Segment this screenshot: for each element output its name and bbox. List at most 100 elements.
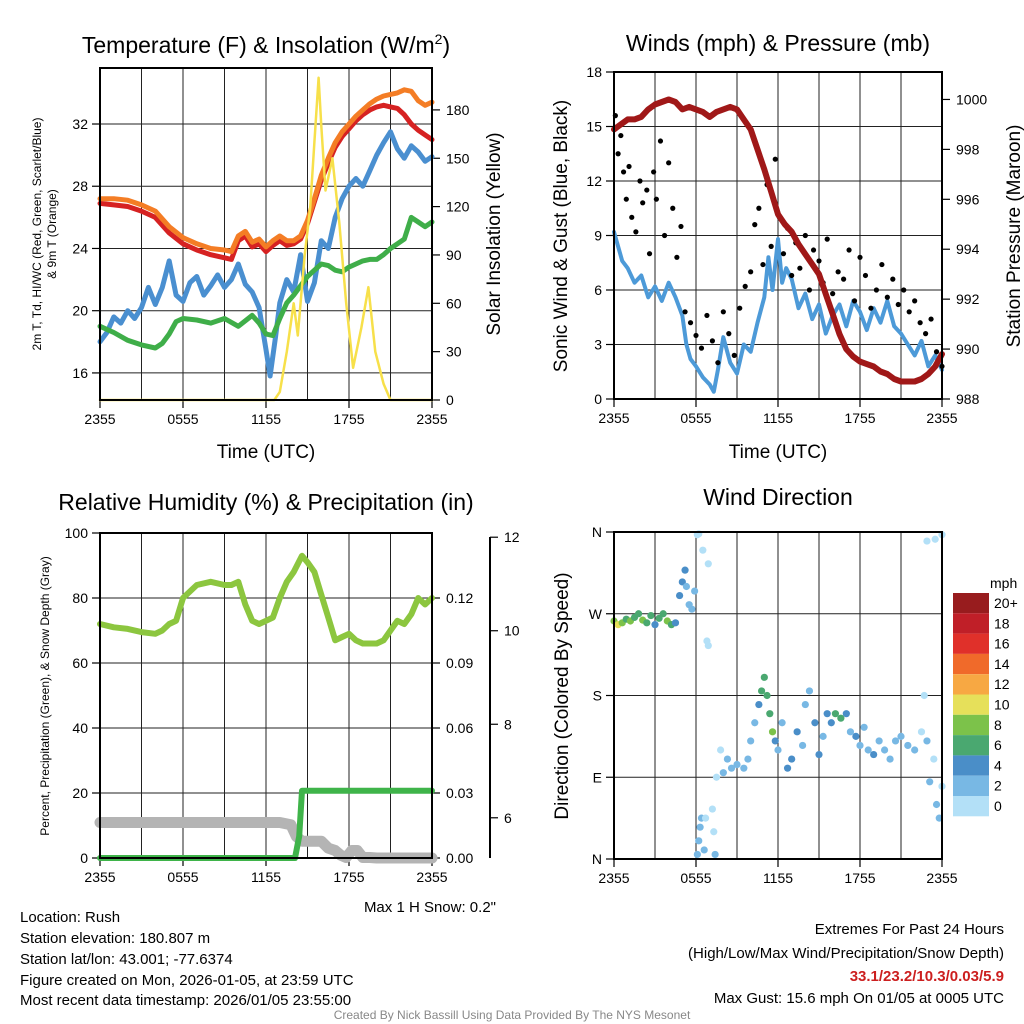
gust-point <box>768 243 774 249</box>
direction-point <box>688 605 696 613</box>
direction-point <box>704 560 712 568</box>
right-y-tick-label: 990 <box>956 341 980 357</box>
wind-ylabel: Sonic Wind & Gust (Blue, Black) <box>551 100 572 372</box>
wind-xlabel: Time (UTC) <box>729 442 828 463</box>
gust-point <box>906 309 912 315</box>
right-y-tick-label: 0.06 <box>446 720 473 736</box>
y-tick-label: 16 <box>72 365 88 381</box>
x-tick-label: 1755 <box>844 410 875 426</box>
right-y-tick-label: 996 <box>956 191 980 207</box>
gust-point <box>670 205 676 211</box>
extremes-values: 33.1/23.2/10.3/0.03/5.9 <box>850 968 1004 985</box>
gust-point <box>618 132 624 139</box>
gust-point <box>720 309 726 315</box>
y-tick-label: S <box>593 688 602 704</box>
temp-ylabel-1: 2m T, Td, HI/WC (Red, Green, Scarlet/Blu… <box>30 118 44 351</box>
direction-point <box>699 546 707 554</box>
colorbar-label: 18 <box>994 615 1010 631</box>
y-tick-label: 3 <box>594 337 602 353</box>
direction-point <box>799 741 807 750</box>
direction-point <box>811 719 819 727</box>
x-tick-label: 2355 <box>84 411 115 427</box>
chart-panel-0: 16 20 24 28 32 2355 0555 1155 1755 2355 0 30 60 90 120… <box>72 67 470 427</box>
direction-point <box>691 587 699 595</box>
gust-point <box>830 291 836 297</box>
direction-point <box>930 755 938 763</box>
colorbar-label: 10 <box>994 697 1010 713</box>
gust-point <box>629 214 635 220</box>
x-tick-label: 2355 <box>416 869 447 885</box>
temp-chart-title: Temperature (F) & Insolation (W/m2) <box>82 31 450 58</box>
direction-point <box>875 737 883 745</box>
x-tick-label: 2355 <box>598 870 629 886</box>
colorbar-label: 16 <box>994 636 1010 652</box>
colorbar-label: 2 <box>994 778 1002 794</box>
gust-point <box>615 151 621 157</box>
colorbar-swatch <box>953 714 989 736</box>
direction-ylabel: Direction (Colored By Speed) <box>552 572 573 819</box>
recent-data-text: Most recent data timestamp: 2026/01/05 2… <box>20 992 351 1009</box>
wind-ylabel-right: Station Pressure (Maroon) <box>1004 125 1024 348</box>
y-tick-label: 20 <box>72 785 88 801</box>
gust-point <box>737 305 743 311</box>
y-tick-label: N <box>592 851 602 867</box>
gust-point <box>760 261 766 268</box>
direction-point <box>682 582 691 591</box>
right-y-tick-label: 998 <box>956 141 980 157</box>
direction-point <box>911 746 919 754</box>
series-line-pressure <box>611 96 945 385</box>
series-line-9m-t <box>97 87 435 255</box>
humidity-chart-title: Relative Humidity (%) & Precipitation (i… <box>58 489 473 515</box>
direction-point <box>860 723 868 731</box>
direction-point <box>711 850 719 859</box>
y-tick-label: 18 <box>586 64 602 80</box>
gust-point <box>789 272 795 279</box>
direction-chart-title: Wind Direction <box>703 484 853 510</box>
direction-point <box>923 537 931 545</box>
direction-point <box>827 719 835 727</box>
series-line-sonic-wind <box>612 229 944 394</box>
x-tick-label: 0555 <box>167 869 198 885</box>
temp-ylabel-right: Solar Insolation (Yellow) <box>484 132 505 335</box>
plot-border <box>99 67 433 401</box>
direction-point <box>712 773 721 781</box>
y-tick-label: 0 <box>594 391 602 407</box>
gust-point <box>895 301 901 308</box>
colorbar-swatch <box>953 735 989 756</box>
y-tick-label: 80 <box>72 590 88 606</box>
wind-chart-title: Winds (mph) & Pressure (mb) <box>626 30 930 56</box>
direction-point <box>805 687 814 695</box>
direction-point <box>647 611 655 620</box>
x-tick-label: 1755 <box>844 870 875 886</box>
gust-point <box>806 287 813 293</box>
y-tick-label: 32 <box>72 116 88 132</box>
gust-point <box>626 163 632 170</box>
direction-point <box>837 714 845 722</box>
direction-point <box>881 746 889 754</box>
direction-point <box>864 746 872 754</box>
x-tick-label: 2355 <box>926 870 957 886</box>
gust-point <box>657 138 664 144</box>
gust-point <box>682 309 688 315</box>
x-tick-label: 1155 <box>763 870 793 886</box>
gust-point <box>835 269 841 275</box>
gust-point <box>824 236 830 242</box>
temp-ylabel-2: & 9m T (Orange) <box>45 189 59 279</box>
series-line-2m-t <box>97 102 435 262</box>
direction-point <box>932 800 941 809</box>
direction-point <box>747 737 755 745</box>
extremes-title: Extremes For Past 24 Hours <box>815 921 1004 938</box>
gust-point <box>633 229 639 235</box>
chart-panel-3: N E S W N 2355 0555 1155 1755 2355 mph 20+ 18 16 14 12 1… <box>589 524 1018 886</box>
direction-point <box>695 837 703 845</box>
direction-point <box>703 637 711 645</box>
y-tick-label: 40 <box>72 720 88 736</box>
y-tick-label: 15 <box>586 119 602 135</box>
direction-point <box>793 728 801 736</box>
chart-panel-2: 0 20 40 60 80 100 2355 0555 1155 1755 2355 0.00 0.03… <box>65 525 520 885</box>
y-tick-label: 0 <box>80 850 88 866</box>
direction-point <box>891 737 900 745</box>
direction-point <box>778 719 786 727</box>
right-y-tick-label: 120 <box>446 199 470 215</box>
